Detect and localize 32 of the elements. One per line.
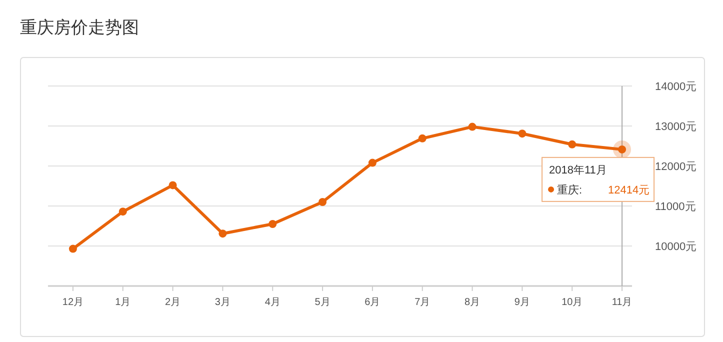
point — [318, 198, 327, 206]
point — [568, 140, 576, 148]
point — [68, 244, 77, 253]
point — [518, 130, 526, 138]
point — [168, 181, 177, 190]
x-tick-label: 7月 — [414, 297, 430, 308]
y-tick-label: 14000元 — [655, 81, 697, 93]
x-tick-label: 5月 — [314, 297, 330, 308]
y-tick-label: 12000元 — [655, 161, 697, 173]
y-tick-label: 11000元 — [655, 201, 696, 213]
x-tick-label: 1月 — [115, 297, 131, 308]
x-tick-label: 9月 — [514, 297, 530, 308]
annotation: 2018年11月 — [549, 164, 607, 176]
x-tick-label: 3月 — [214, 297, 230, 308]
point — [418, 134, 426, 142]
y-tick-label: 13000元 — [655, 121, 697, 133]
point — [118, 208, 127, 216]
point — [218, 230, 227, 238]
legend-label: 重庆: — [557, 183, 582, 196]
x-tick-label: 6月 — [364, 297, 380, 308]
x-tick-label: 8月 — [464, 297, 480, 308]
x-tick-label: 11月 — [612, 297, 632, 308]
x-tick-label: 4月 — [264, 297, 280, 308]
x-tick-label: 12月 — [62, 297, 84, 308]
point — [468, 122, 476, 131]
point — [268, 220, 277, 228]
chart-title: 重庆房价走势图 — [20, 18, 139, 37]
x-tick-label: 2月 — [165, 297, 181, 308]
y-tick-label: 10000元 — [655, 241, 697, 253]
x-tick-label: 10月 — [562, 297, 583, 308]
data-label: 12414元 — [608, 184, 650, 196]
point — [368, 158, 376, 167]
